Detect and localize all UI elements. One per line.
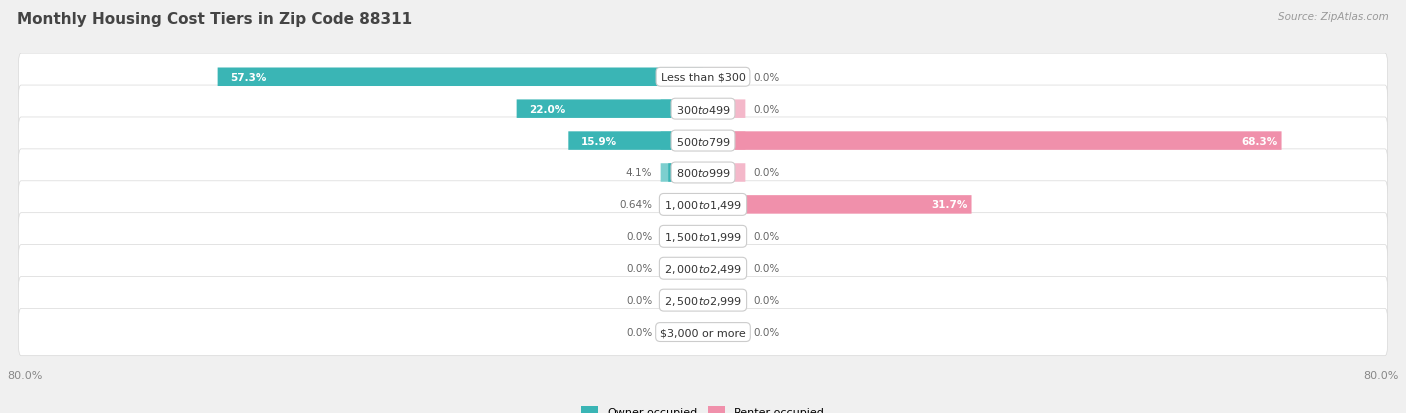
Text: 15.9%: 15.9% [581,136,617,146]
Text: 0.64%: 0.64% [619,200,652,210]
Text: $500 to $799: $500 to $799 [675,135,731,147]
Text: 0.0%: 0.0% [626,327,652,337]
FancyBboxPatch shape [18,86,1388,133]
FancyBboxPatch shape [703,323,745,342]
Text: 57.3%: 57.3% [231,73,267,83]
Text: Less than $300: Less than $300 [661,73,745,83]
FancyBboxPatch shape [18,309,1388,356]
FancyBboxPatch shape [18,118,1388,165]
FancyBboxPatch shape [661,100,703,119]
Text: 0.0%: 0.0% [754,232,780,242]
FancyBboxPatch shape [703,228,745,246]
Text: Source: ZipAtlas.com: Source: ZipAtlas.com [1278,12,1389,22]
FancyBboxPatch shape [703,68,745,87]
Text: $1,500 to $1,999: $1,500 to $1,999 [664,230,742,243]
FancyBboxPatch shape [516,100,703,119]
Text: 0.0%: 0.0% [754,263,780,273]
FancyBboxPatch shape [661,68,703,87]
Legend: Owner-occupied, Renter-occupied: Owner-occupied, Renter-occupied [576,401,830,413]
Text: $3,000 or more: $3,000 or more [661,327,745,337]
FancyBboxPatch shape [218,68,703,87]
FancyBboxPatch shape [703,132,745,150]
Text: 0.0%: 0.0% [754,104,780,114]
Text: 4.1%: 4.1% [626,168,652,178]
Text: 0.0%: 0.0% [754,168,780,178]
Text: $800 to $999: $800 to $999 [675,167,731,179]
Text: $2,500 to $2,999: $2,500 to $2,999 [664,294,742,307]
Text: $1,000 to $1,499: $1,000 to $1,499 [664,198,742,211]
Text: $300 to $499: $300 to $499 [675,103,731,115]
FancyBboxPatch shape [18,181,1388,228]
Text: 0.0%: 0.0% [754,327,780,337]
FancyBboxPatch shape [697,196,703,214]
FancyBboxPatch shape [661,323,703,342]
Text: 0.0%: 0.0% [754,295,780,305]
Text: 68.3%: 68.3% [1241,136,1277,146]
Text: 0.0%: 0.0% [626,232,652,242]
FancyBboxPatch shape [703,164,745,182]
FancyBboxPatch shape [18,54,1388,101]
FancyBboxPatch shape [661,196,703,214]
FancyBboxPatch shape [703,132,1281,150]
FancyBboxPatch shape [568,132,703,150]
Text: Monthly Housing Cost Tiers in Zip Code 88311: Monthly Housing Cost Tiers in Zip Code 8… [17,12,412,27]
FancyBboxPatch shape [18,277,1388,324]
Text: 0.0%: 0.0% [754,73,780,83]
Text: 31.7%: 31.7% [931,200,967,210]
Text: 0.0%: 0.0% [626,295,652,305]
FancyBboxPatch shape [661,259,703,278]
Text: $2,000 to $2,499: $2,000 to $2,499 [664,262,742,275]
FancyBboxPatch shape [18,150,1388,197]
Text: 22.0%: 22.0% [529,104,565,114]
FancyBboxPatch shape [703,100,745,119]
FancyBboxPatch shape [661,132,703,150]
FancyBboxPatch shape [661,291,703,310]
FancyBboxPatch shape [703,291,745,310]
FancyBboxPatch shape [703,196,972,214]
FancyBboxPatch shape [703,196,745,214]
FancyBboxPatch shape [661,228,703,246]
FancyBboxPatch shape [703,259,745,278]
FancyBboxPatch shape [661,164,703,182]
Text: 0.0%: 0.0% [626,263,652,273]
FancyBboxPatch shape [18,245,1388,292]
FancyBboxPatch shape [668,164,703,182]
FancyBboxPatch shape [18,213,1388,260]
